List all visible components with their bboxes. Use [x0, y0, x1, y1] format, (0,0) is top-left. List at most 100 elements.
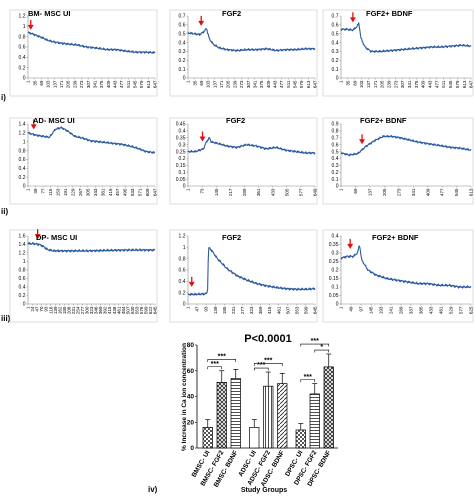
- significance-label: *: [320, 344, 323, 351]
- x-tick-label: 1: [26, 188, 31, 191]
- x-tick-label: 553: [294, 306, 299, 314]
- stimulus-arrow-head: [199, 136, 206, 142]
- y-tick-label: 0.7: [332, 14, 339, 20]
- x-tick-label: 613: [462, 80, 467, 88]
- y-tick-label: 0.2: [332, 58, 339, 64]
- trace-line: [340, 134, 472, 157]
- x-tick-label: 69: [39, 80, 44, 86]
- panel-title: FGF2+ BDNF: [360, 116, 407, 125]
- y-tick-label: 0: [23, 76, 26, 82]
- x-tick-label: 239: [72, 80, 77, 88]
- x-tick-label: 419: [108, 188, 113, 196]
- x-tick-label: 171: [373, 80, 378, 88]
- x-tick-label: 385: [419, 306, 424, 314]
- y-tick-label: 0.6: [332, 142, 339, 148]
- y-tick-label: 0.5: [179, 31, 186, 37]
- x-tick-label: 273: [396, 188, 401, 196]
- x-tick-label: 229: [70, 188, 75, 196]
- trace-panel-dp-fgf2-bdnf: 0 0.05 0.1 0.15 0.2 0.25 0.3 0.35 0.4 1 49 97 145 193…: [322, 229, 474, 323]
- x-tick-label: 337: [409, 306, 414, 314]
- trace-panel-ad-fgf2-bdnf: 00.10.20.30.40.50.60.70.80.9 1 69 137 205 273…: [322, 116, 474, 205]
- y-tick-label: 0.4: [179, 279, 186, 285]
- x-tick-label: 1: [339, 306, 344, 309]
- x-tick-label: 505: [284, 188, 289, 196]
- y-tick-label: 0.1: [179, 170, 186, 176]
- x-tick-label: 185: [62, 306, 67, 314]
- trace-panel-bm-fgf2: 00.10.20.30.40.50.60.71 35 69 103 137 171 205 2…: [169, 9, 318, 97]
- x-tick-label: 267: [78, 188, 83, 196]
- x-tick-label: 205: [380, 80, 385, 88]
- x-tick-label: 507: [285, 306, 290, 314]
- y-tick-label: 0.3: [332, 49, 339, 55]
- significance-label: ***: [257, 362, 265, 369]
- y-tick-label: 0.6: [179, 23, 186, 29]
- x-tick-label: 443: [272, 80, 277, 88]
- x-tick-label: 477: [119, 80, 124, 88]
- bar: [230, 378, 241, 449]
- bar: [249, 427, 260, 449]
- x-tick-label: 137: [212, 80, 217, 88]
- y-tick-label: 1: [23, 259, 26, 265]
- x-tick-label: 579: [455, 80, 460, 88]
- x-tick-label: 69: [353, 188, 358, 194]
- y-tick-label: 1.6: [19, 234, 26, 240]
- x-tick-label: 162: [57, 306, 62, 314]
- x-tick-label: 511: [286, 80, 291, 88]
- x-tick-label: 613: [306, 80, 311, 88]
- x-tick-label: 103: [359, 80, 364, 88]
- x-tick-label: 533: [130, 188, 135, 196]
- y-tick-label: 0.4: [332, 234, 339, 240]
- x-tick-label: 35: [345, 80, 350, 86]
- x-tick-label: 35: [32, 80, 37, 86]
- y-tick-label: 0.9: [332, 122, 339, 128]
- y-tick-label: 0.6: [332, 23, 339, 29]
- x-tick-label: 599: [304, 306, 309, 314]
- y-tick-label: 0: [336, 76, 339, 82]
- x-tick-label: 47: [35, 306, 40, 312]
- y-tick-label: 0.8: [19, 148, 26, 154]
- x-tick-label: 35: [192, 80, 197, 86]
- stimulus-arrow-head: [27, 24, 34, 30]
- trace-line: [27, 242, 156, 253]
- x-tick-label: 139: [53, 306, 58, 314]
- x-tick-label: 239: [232, 80, 237, 88]
- y-tick-label: 0.4: [332, 40, 339, 46]
- bar: [216, 381, 227, 449]
- x-tick-label: 323: [89, 306, 94, 314]
- y-tick-label: 0.25: [176, 149, 186, 155]
- y-tick-label: 0.2: [19, 175, 26, 181]
- stimulus-arrow-head: [198, 20, 205, 26]
- y-tick-label: 0.3: [332, 251, 339, 257]
- x-tick-label: 346: [94, 306, 99, 314]
- y-tick-label: 0.6: [179, 268, 186, 274]
- x-tick-label: 375: [99, 80, 104, 88]
- y-tick-label: 1.2: [19, 131, 26, 137]
- stimulus-arrow-head: [359, 139, 366, 145]
- panel-title: AD- MSC UI: [33, 116, 75, 125]
- x-tick-label: 369: [258, 306, 263, 314]
- x-tick-label: 231: [231, 306, 236, 314]
- x-tick-label: 613: [146, 80, 151, 88]
- y-tick-label: 0.8: [332, 129, 339, 135]
- significance-bracket: [300, 379, 316, 383]
- x-tick-label: 545: [454, 188, 459, 196]
- x-tick-label: 254: [75, 306, 80, 314]
- x-tick-label: 217: [228, 188, 233, 196]
- panel-title: BM- MSC UI: [28, 9, 71, 18]
- x-tick-label: 495: [123, 188, 128, 196]
- y-tick-label: 0.7: [332, 135, 339, 141]
- x-tick-label: 415: [267, 306, 272, 314]
- x-tick-label: 137: [367, 188, 372, 196]
- trace-line: [27, 31, 156, 54]
- y-tick-label: 0.1: [332, 177, 339, 183]
- x-tick-label: 191: [63, 188, 68, 196]
- x-tick-label: 289: [242, 188, 247, 196]
- bar-y-tick-label: 60: [187, 368, 195, 375]
- x-tick-label: 69: [352, 80, 357, 86]
- y-tick-label: 0.1: [332, 285, 339, 291]
- bar: [202, 427, 213, 449]
- y-tick-label: 0.35: [329, 242, 339, 248]
- x-tick-label: 530: [130, 306, 135, 314]
- x-tick-label: 343: [93, 188, 98, 196]
- x-tick-label: 39: [33, 188, 38, 194]
